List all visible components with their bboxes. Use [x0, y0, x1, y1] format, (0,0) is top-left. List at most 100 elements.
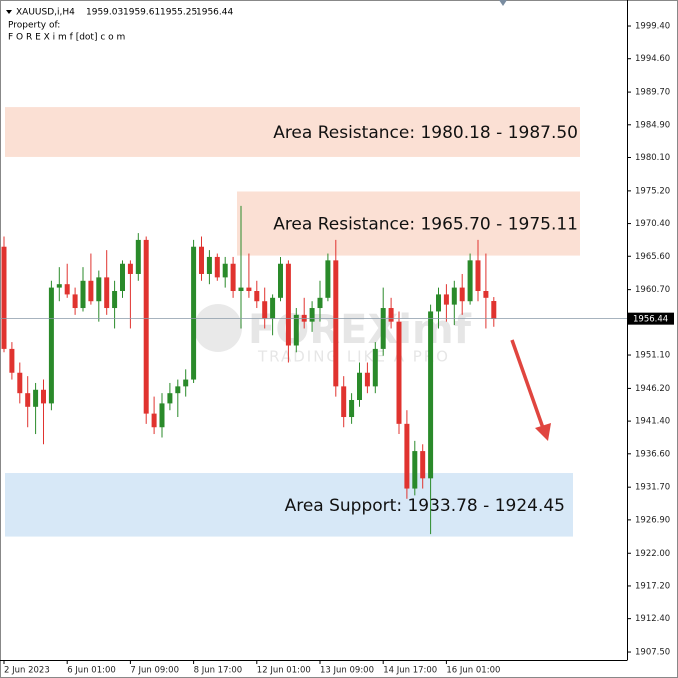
x-tick-label: 12 Jun 01:00 — [257, 666, 311, 676]
candle-body — [333, 260, 339, 387]
y-tick-label: 1907.50 — [635, 648, 670, 658]
y-tick-label: 1999.40 — [635, 22, 670, 32]
y-tick-label: 1922.00 — [635, 549, 670, 559]
candle-body — [159, 403, 165, 428]
candle-body — [364, 372, 370, 387]
candle-body — [222, 263, 228, 278]
y-tick-label: 1984.90 — [635, 120, 670, 130]
candle-body — [127, 263, 133, 274]
candle-body — [357, 372, 362, 400]
property-label: Property of: — [8, 21, 60, 31]
y-tick-label: 1951.10 — [635, 351, 670, 361]
candle-body — [199, 246, 204, 274]
candle-body — [372, 348, 378, 387]
x-tick-label: 2 Jun 2023 — [4, 666, 50, 676]
zone — [237, 191, 580, 256]
y-tick-label: 1994.60 — [635, 54, 670, 64]
y-tick-label: 1989.70 — [635, 88, 670, 98]
candle-body — [120, 263, 125, 292]
price-label: 1956.44 — [633, 315, 668, 325]
candle-body — [428, 311, 434, 479]
candle-body — [341, 386, 347, 418]
candle-body — [270, 297, 276, 319]
candle-body — [64, 284, 70, 295]
candle-body — [262, 301, 268, 319]
candle-body — [475, 260, 481, 292]
candle-body — [214, 256, 220, 278]
candle-body — [112, 291, 118, 309]
x-tick-label: 6 Jun 01:00 — [67, 666, 116, 676]
watermark-logo: FOREXimf — [248, 307, 472, 353]
candle-body — [80, 280, 86, 309]
candle-body — [349, 399, 355, 418]
y-tick-label: 1965.60 — [635, 252, 670, 262]
candle-body — [17, 372, 23, 394]
candle-body — [96, 277, 102, 302]
x-tick-label: 7 Jun 09:00 — [130, 666, 179, 676]
candle-body — [56, 284, 62, 288]
high: 1959.61 — [123, 8, 160, 18]
forecast-arrow — [510, 339, 551, 441]
zone-label: Area Support: 1933.78 - 1924.45 — [285, 496, 565, 516]
shift-marker — [499, 0, 507, 6]
candle-body — [396, 321, 402, 424]
open: 1959.03 — [86, 8, 123, 18]
candle-body — [301, 314, 307, 322]
low: 1955.25 — [160, 8, 197, 18]
candle-body — [491, 301, 497, 319]
candle-body — [41, 389, 46, 404]
candle-body — [33, 389, 39, 407]
candle-body — [1, 246, 7, 349]
arrow-shaft — [510, 339, 545, 429]
candle-body — [183, 379, 189, 387]
watermark-icon — [194, 304, 242, 352]
y-tick-label: 1912.40 — [635, 614, 670, 624]
candle-body — [88, 280, 94, 302]
y-tick-label: 1975.20 — [635, 186, 670, 196]
candle-body — [317, 297, 323, 309]
candle-body — [191, 246, 197, 380]
candle-body — [167, 393, 173, 404]
candle-body — [309, 308, 315, 322]
arrow-head — [535, 423, 551, 441]
candle-body — [443, 294, 449, 305]
zone — [5, 473, 573, 537]
candle-body — [420, 451, 426, 479]
candle-body — [143, 239, 149, 414]
y-tick-label: 1931.70 — [635, 483, 670, 493]
symbol: XAUUSD,i,H4 — [16, 8, 75, 18]
candle-body — [151, 413, 157, 428]
candle-body — [9, 348, 15, 373]
candle-body — [278, 263, 283, 298]
x-tick-label: 8 Jun 17:00 — [194, 666, 243, 676]
y-tick-label: 1980.10 — [635, 153, 670, 163]
close: 1956.44 — [196, 8, 233, 18]
candle-body — [254, 291, 260, 302]
candle-body — [467, 260, 473, 302]
candle-body — [380, 308, 386, 349]
candle-body — [25, 393, 31, 407]
y-tick-label: 1917.20 — [635, 581, 670, 591]
plot — [0, 205, 627, 535]
candle-body — [135, 239, 141, 274]
candle-body — [293, 314, 299, 346]
candle-body — [412, 451, 418, 489]
candle-body — [246, 287, 252, 292]
candle-body — [285, 263, 291, 346]
candle-body — [72, 294, 78, 309]
y-tick-label: 1970.40 — [635, 219, 670, 229]
y-tick-label: 1926.90 — [635, 515, 670, 525]
x-tick-label: 13 Jun 09:00 — [320, 666, 374, 676]
candle-body — [206, 256, 212, 274]
zones: Area Resistance: 1980.18 - 1987.50 Area R… — [5, 107, 580, 537]
candle-body — [175, 386, 181, 394]
y-tick-label: 1941.40 — [635, 417, 670, 427]
zone-label: Area Resistance: 1965.70 - 1975.11 — [273, 215, 578, 235]
y-tick-label: 1946.20 — [635, 384, 670, 394]
candle-body — [436, 294, 441, 312]
candle-body — [404, 423, 410, 489]
price-label-bg — [628, 312, 674, 325]
candle-body — [238, 287, 244, 292]
candle-body — [459, 287, 465, 302]
